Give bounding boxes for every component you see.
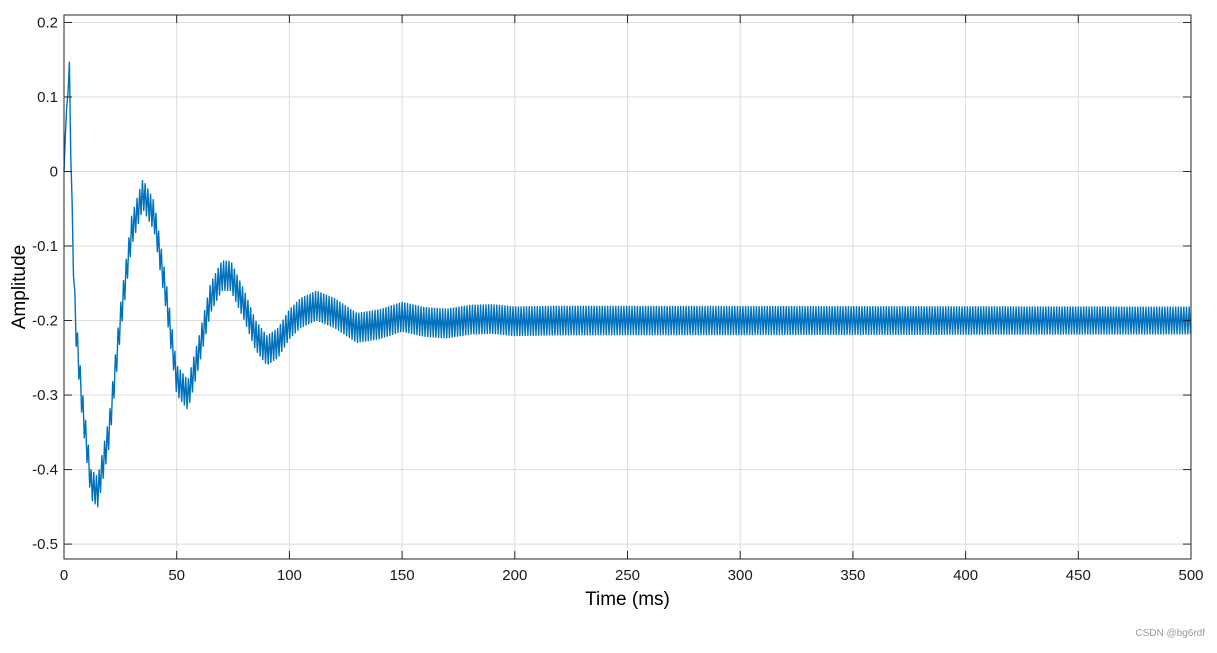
x-tick-labels: 0 50 100 150 200 250 300 350 400 450 500 [60, 567, 1204, 584]
y-axis-title: Amplitude [9, 245, 30, 330]
x-axis-title: Time (ms) [585, 589, 670, 610]
y-tick-labels: 0.2 0.1 0 -0.1 -0.2 -0.3 -0.4 -0.5 [32, 14, 58, 553]
y-tick-label: -0.5 [32, 536, 58, 553]
x-tick-label: 300 [728, 567, 753, 584]
data-series [63, 61, 1192, 508]
x-tick-label: 100 [277, 567, 302, 584]
y-tick-label: 0 [50, 163, 58, 180]
y-tick-label: -0.1 [32, 238, 58, 255]
y-tick-label: -0.3 [32, 387, 58, 404]
x-tick-label: 150 [390, 567, 415, 584]
y-tick-label: 0.1 [37, 89, 58, 106]
x-tick-label: 200 [502, 567, 527, 584]
x-tick-label: 350 [840, 567, 865, 584]
watermark-text: CSDN @bg6rdf [1135, 628, 1205, 639]
x-tick-label: 50 [168, 567, 185, 584]
y-tick-label: -0.2 [32, 313, 58, 330]
y-tick-label: -0.4 [32, 462, 58, 479]
axis-ticks [63, 15, 1192, 559]
x-tick-label: 0 [60, 567, 68, 584]
series-line [63, 61, 1192, 508]
x-tick-label: 500 [1178, 567, 1203, 584]
y-tick-label: 0.2 [37, 14, 58, 31]
x-tick-label: 250 [615, 567, 640, 584]
x-tick-label: 400 [953, 567, 978, 584]
x-tick-label: 450 [1066, 567, 1091, 584]
